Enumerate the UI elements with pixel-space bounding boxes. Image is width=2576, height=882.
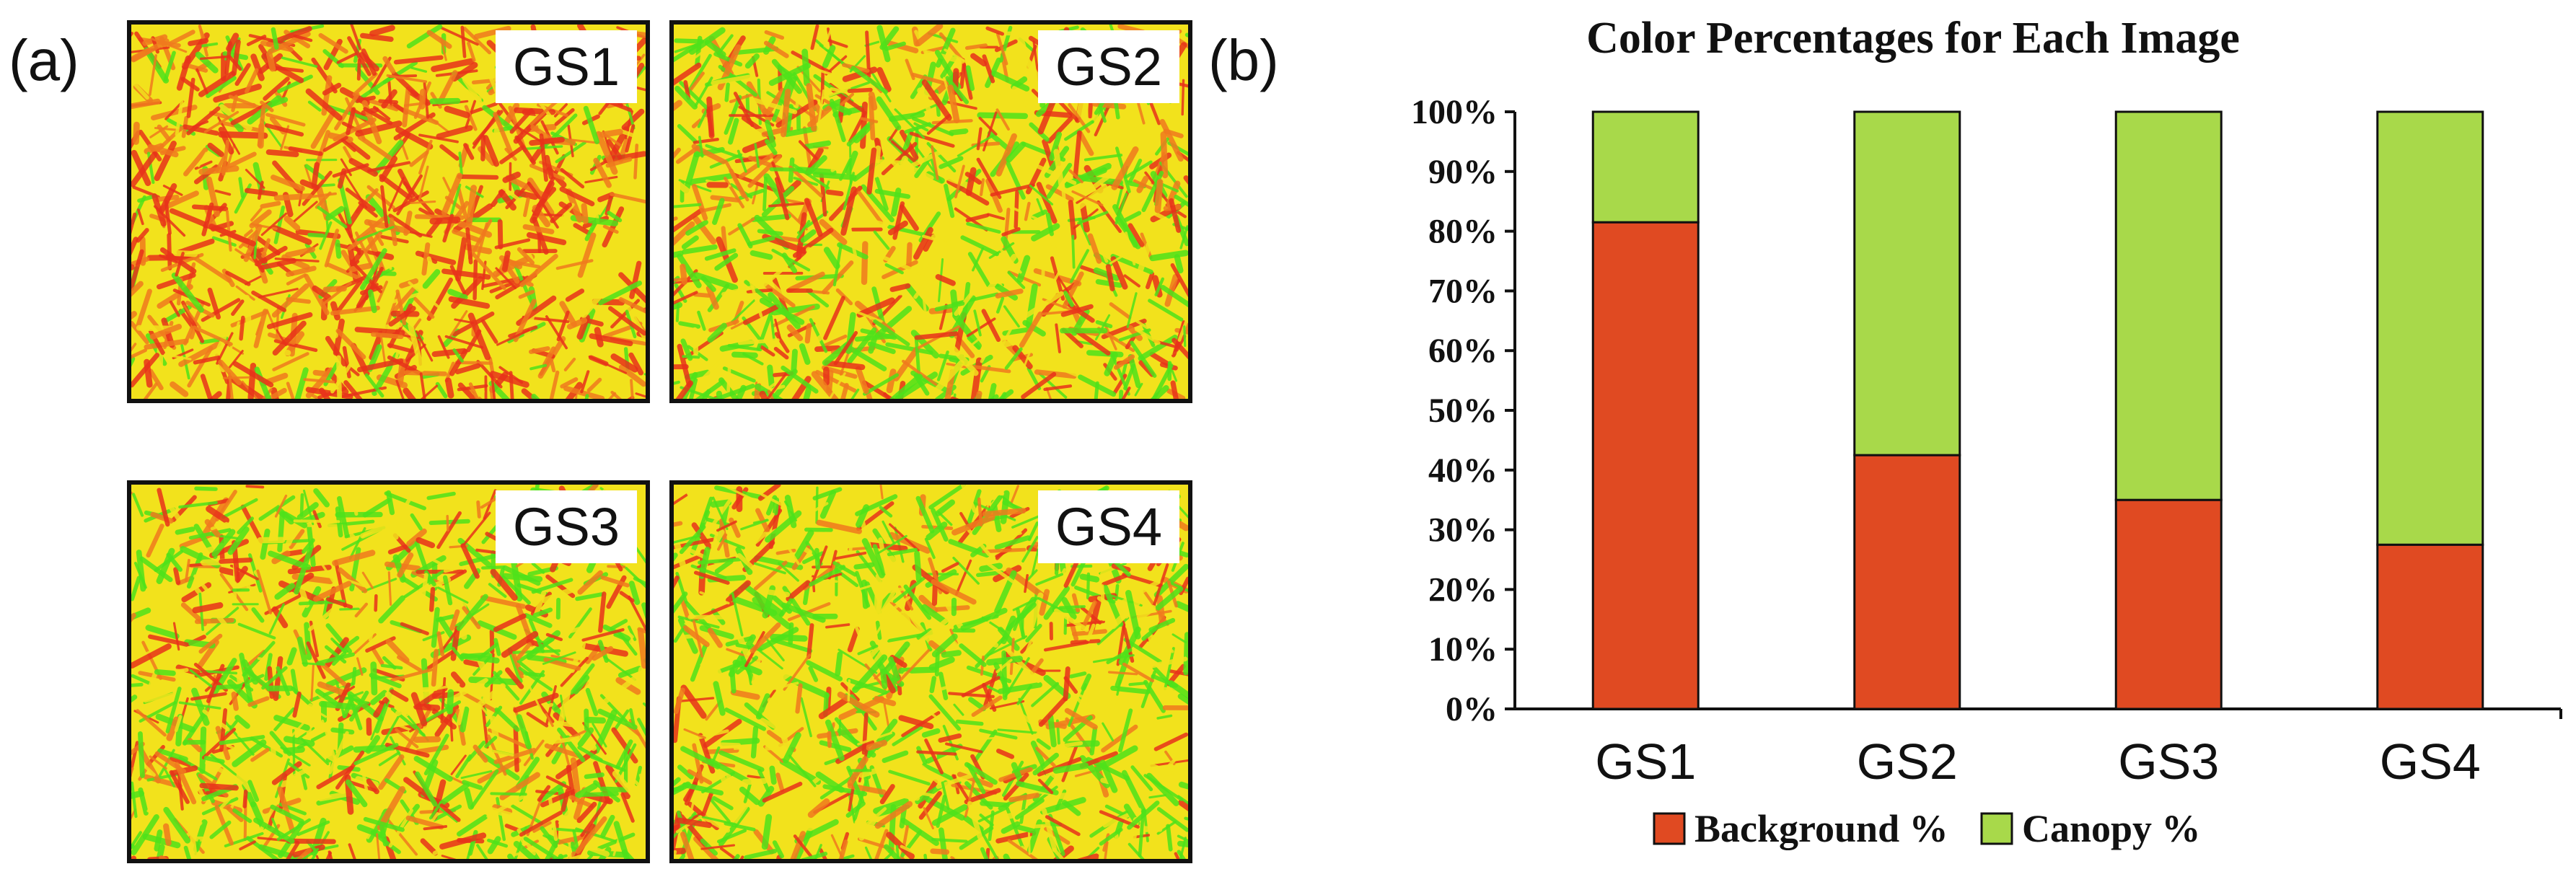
- panel-label-b: (b): [1208, 28, 1279, 92]
- x-tick-label: GS2: [1857, 733, 1958, 790]
- y-tick-label: 10%: [1428, 630, 1498, 669]
- image-tile-gs1: GS1: [127, 20, 650, 403]
- y-tick-label: 0%: [1446, 690, 1498, 728]
- image-tile-gs4: GS4: [669, 480, 1192, 863]
- image-caption-gs1: GS1: [495, 30, 637, 104]
- legend-swatch: [1980, 812, 2013, 845]
- image-tile-gs3: GS3: [127, 480, 650, 863]
- x-tick-label: GS3: [2118, 733, 2219, 790]
- bar-canopy-gs3: [2114, 110, 2223, 501]
- y-tick-label: 90%: [1428, 153, 1498, 191]
- y-tick-label: 40%: [1428, 451, 1498, 490]
- legend: Background % Canopy %: [1653, 807, 2201, 850]
- panel-label-a: (a): [9, 28, 79, 92]
- bar-background-gs3: [2114, 498, 2223, 710]
- bar-canopy-gs2: [1853, 110, 1961, 457]
- y-tick-label: 30%: [1428, 511, 1498, 550]
- y-tick-label: 100%: [1411, 93, 1498, 131]
- image-caption-gs4: GS4: [1037, 490, 1179, 564]
- y-tick-label: 20%: [1428, 570, 1498, 609]
- bar-background-gs2: [1853, 454, 1961, 710]
- y-tick-label: 60%: [1428, 332, 1498, 370]
- image-caption-gs3: GS3: [495, 490, 637, 564]
- legend-swatch: [1653, 812, 1686, 845]
- y-tick-label: 80%: [1428, 213, 1498, 251]
- bar-background-gs1: [1591, 221, 1700, 710]
- y-axis: 0% 10% 20% 30% 40% 50% 60% 70% 80% 90% 100%: [1411, 93, 2562, 728]
- y-tick-label: 70%: [1428, 272, 1498, 310]
- image-tile-gs2: GS2: [669, 20, 1192, 403]
- x-tick-label: GS1: [1595, 733, 1696, 790]
- x-tick-label: GS4: [2380, 733, 2481, 790]
- y-tick-label: 50%: [1428, 392, 1498, 430]
- bar-canopy-gs4: [2376, 110, 2484, 546]
- bars-group: [1591, 110, 2484, 710]
- x-axis-labels: GS1 GS2 GS3 GS4: [1595, 733, 2481, 790]
- legend-label: Canopy %: [2022, 807, 2201, 850]
- bar-canopy-gs1: [1591, 110, 1700, 224]
- chart-title: Color Percentages for Each Image: [1586, 14, 2240, 63]
- bar-background-gs4: [2376, 543, 2484, 710]
- image-caption-gs2: GS2: [1037, 30, 1179, 104]
- stacked-bar-chart: Color Percentages for Each Image 0% 10% 20…: [1411, 14, 2562, 850]
- legend-label: Background %: [1694, 807, 1948, 850]
